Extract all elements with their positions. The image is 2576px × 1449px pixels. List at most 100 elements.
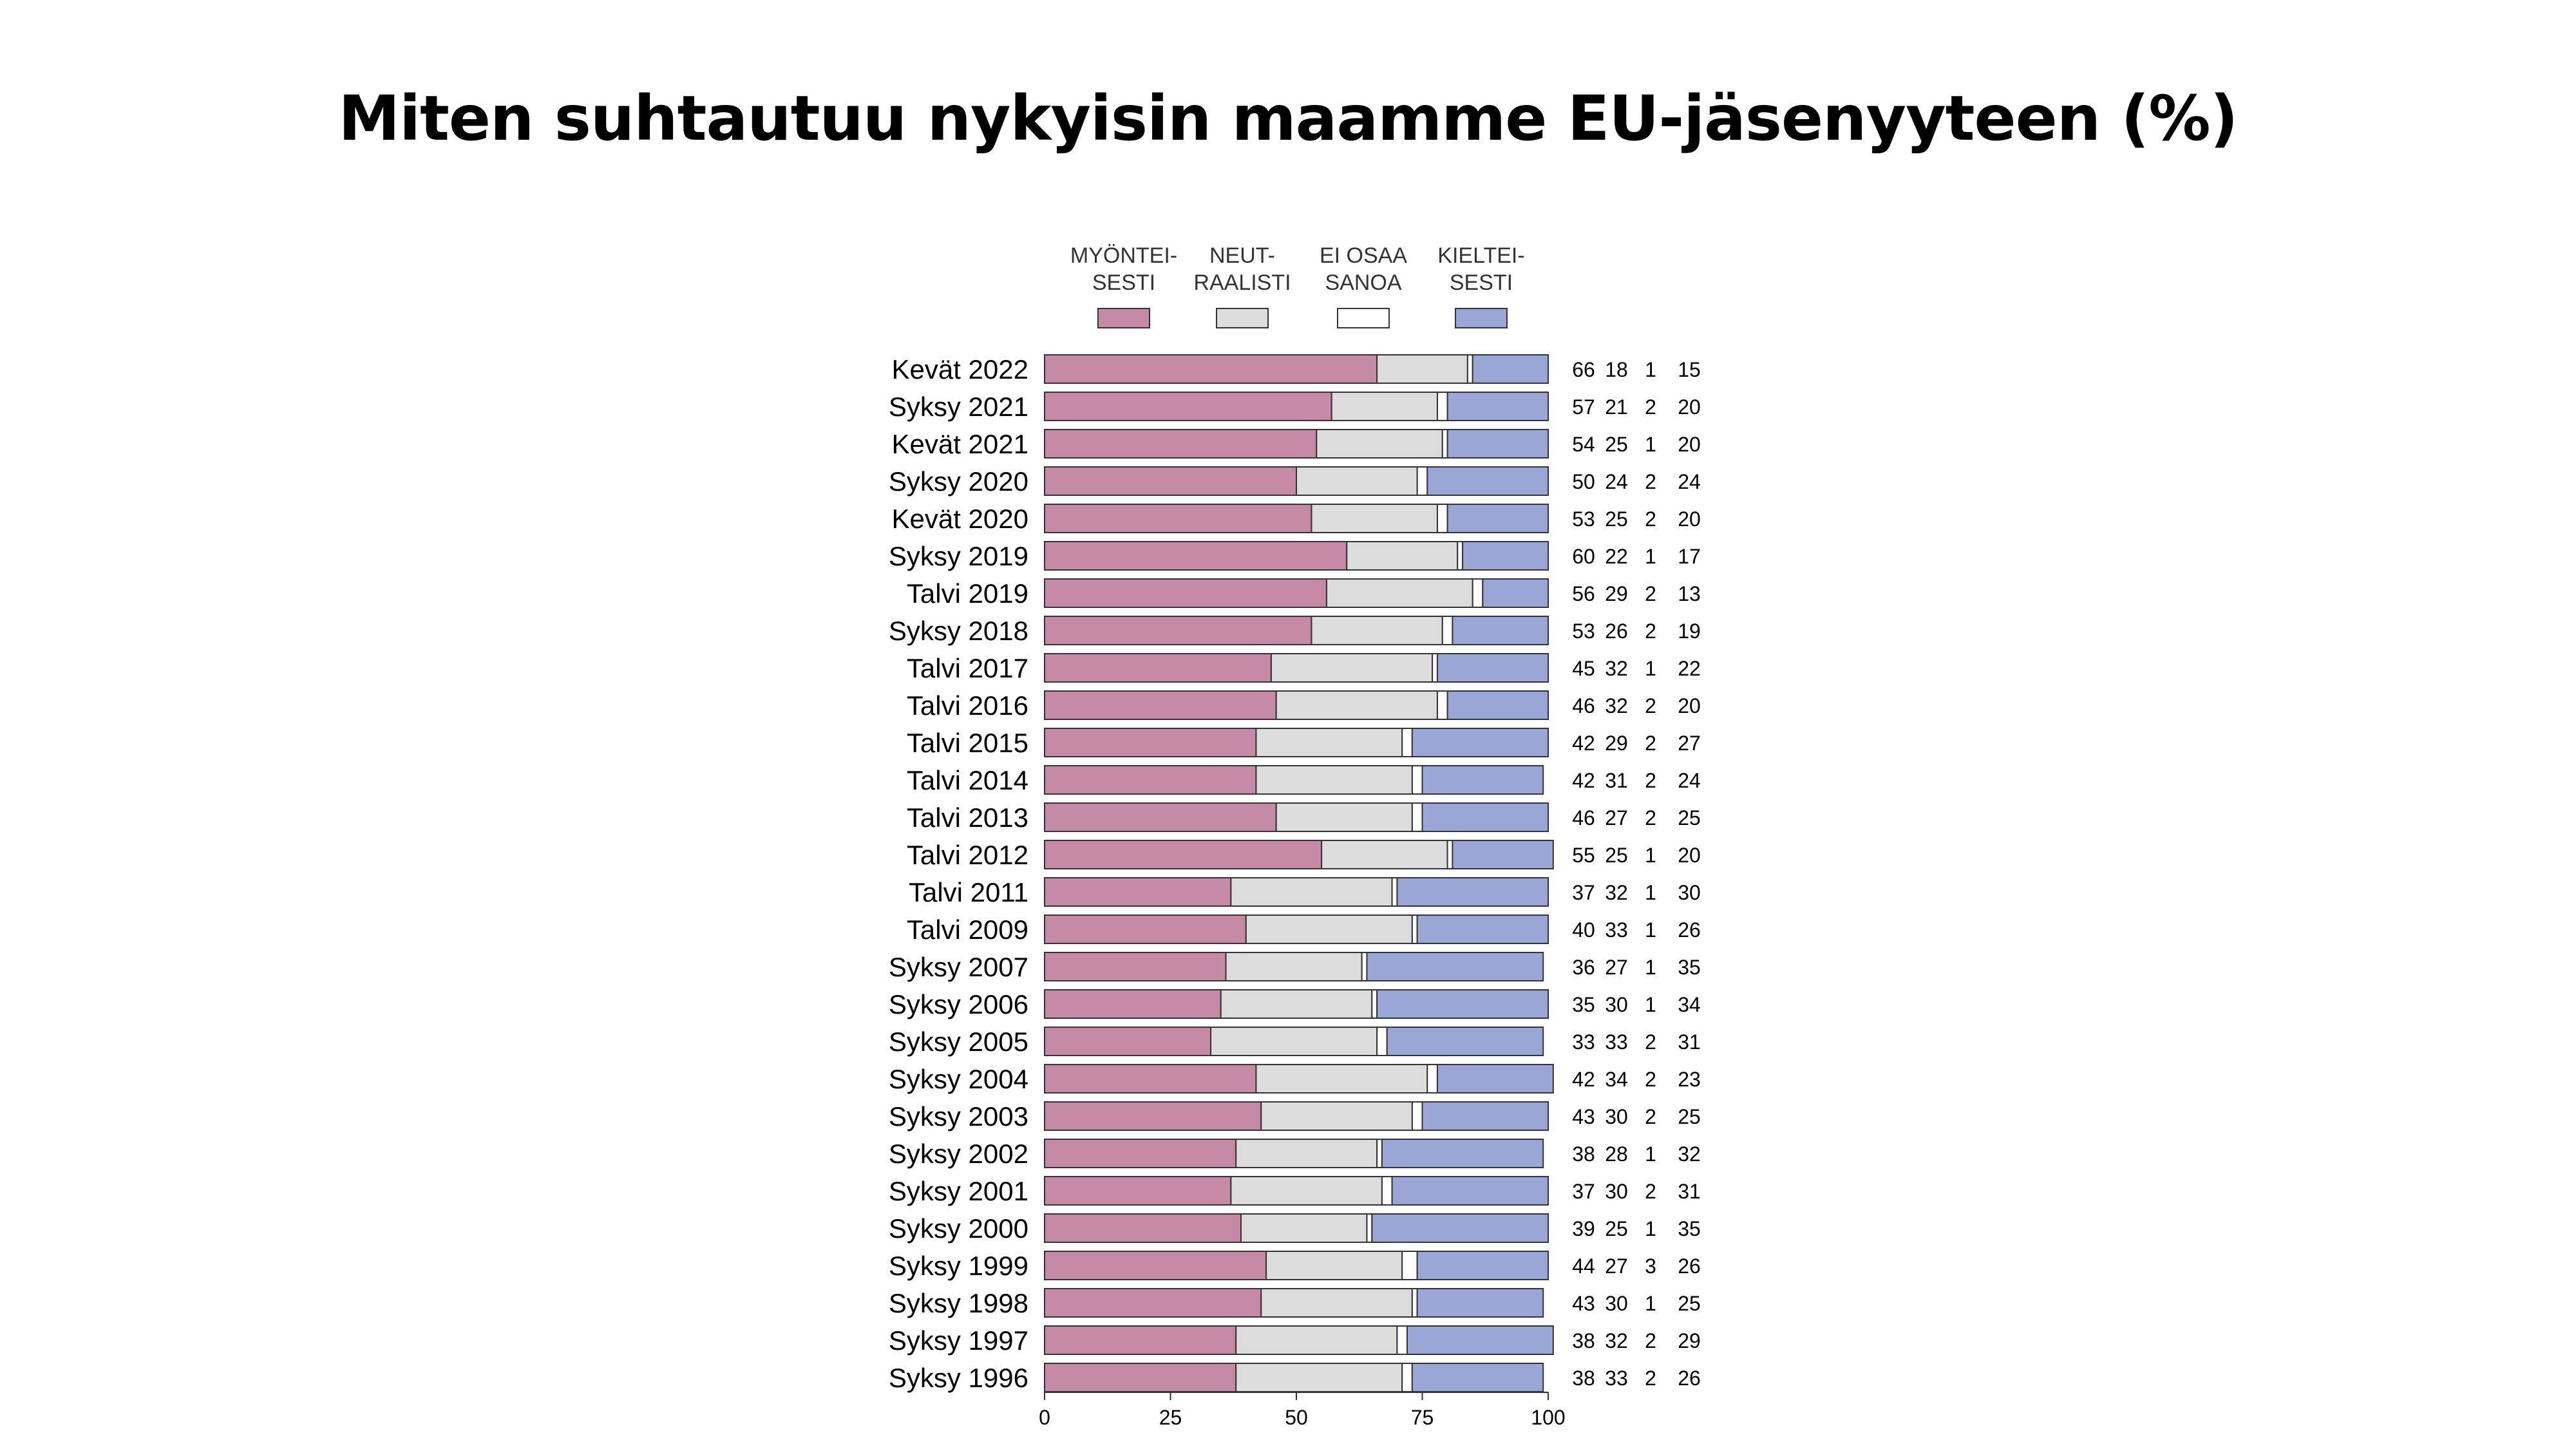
- value-label: 31: [1678, 1180, 1701, 1203]
- bar-segment: [1416, 1288, 1544, 1318]
- bar-segment: [1421, 765, 1544, 795]
- bar-segment: [1044, 354, 1378, 384]
- value-label: 2: [1645, 1180, 1656, 1203]
- value-label: 33: [1572, 1030, 1595, 1054]
- bar-segment: [1230, 877, 1393, 907]
- value-label: 33: [1605, 1030, 1628, 1054]
- value-label: 57: [1572, 395, 1595, 419]
- bar-segment: [1044, 1251, 1267, 1280]
- value-label: 37: [1572, 881, 1595, 904]
- bar-segment: [1381, 1176, 1393, 1206]
- bar-segment: [1446, 840, 1454, 869]
- bar-segment: [1230, 1176, 1383, 1206]
- value-label: 25: [1678, 806, 1701, 829]
- value-label: 26: [1678, 1255, 1701, 1278]
- bar-segment: [1361, 952, 1368, 981]
- legend-label: EI OSAA SANOA: [1320, 243, 1407, 295]
- bar-segment: [1446, 504, 1549, 533]
- category-label: Syksy 2021: [889, 392, 1028, 422]
- bar-segment: [1044, 1176, 1232, 1206]
- category-label: Syksy 1997: [889, 1325, 1028, 1356]
- bar-segment: [1321, 840, 1448, 869]
- chart-title: Miten suhtautuu nykyisin maamme EU-jäsen…: [338, 82, 2239, 155]
- value-label: 27: [1605, 1255, 1628, 1278]
- value-label: 33: [1605, 918, 1628, 942]
- value-label: 3: [1645, 1255, 1656, 1278]
- bar-segment: [1311, 504, 1438, 533]
- legend-swatch: [1097, 308, 1150, 328]
- value-label: 28: [1605, 1142, 1628, 1166]
- bar-segment: [1044, 541, 1348, 571]
- value-label: 2: [1645, 1367, 1656, 1390]
- bar-segment: [1044, 989, 1222, 1019]
- value-label: 30: [1605, 993, 1628, 1016]
- value-label: 53: [1572, 507, 1595, 531]
- bar-segment: [1376, 1027, 1388, 1056]
- value-label: 29: [1678, 1329, 1701, 1352]
- bar-segment: [1411, 728, 1549, 757]
- value-label: 2: [1645, 1068, 1656, 1091]
- bar-segment: [1044, 1288, 1262, 1318]
- value-label: 1: [1645, 956, 1656, 979]
- bar-segment: [1432, 653, 1438, 683]
- value-label: 25: [1605, 1217, 1628, 1240]
- value-label: 2: [1645, 620, 1656, 643]
- value-label: 2: [1645, 1105, 1656, 1128]
- value-label: 31: [1678, 1030, 1701, 1054]
- value-label: 1: [1645, 358, 1656, 381]
- category-label: Syksy 2019: [889, 541, 1028, 571]
- bar-segment: [1265, 1251, 1403, 1280]
- bar-segment: [1296, 466, 1418, 496]
- category-labels: Kevät 2022 Syksy 2021 Kevät 2021 Syksy 2020…: [889, 354, 1028, 1393]
- bar-segment: [1416, 466, 1428, 496]
- bar-segment: [1275, 690, 1438, 720]
- category-label: Syksy 2001: [889, 1176, 1028, 1206]
- value-label: 23: [1678, 1068, 1701, 1091]
- bar-segment: [1240, 1213, 1368, 1243]
- value-label: 1: [1645, 1292, 1656, 1315]
- value-label: 2: [1645, 507, 1656, 531]
- value-label: 54: [1572, 433, 1595, 456]
- value-label: 2: [1645, 732, 1656, 755]
- value-label: 2: [1645, 1329, 1656, 1352]
- bar-segment: [1411, 1101, 1423, 1131]
- category-label: Talvi 2017: [907, 653, 1028, 683]
- value-label: 35: [1572, 993, 1595, 1016]
- value-label: 42: [1572, 1068, 1595, 1091]
- bar-segment: [1426, 466, 1549, 496]
- bar-segment: [1436, 1064, 1554, 1094]
- bar-segment: [1044, 1363, 1237, 1392]
- value-label: 29: [1605, 582, 1628, 605]
- bar-segment: [1401, 1363, 1413, 1392]
- bar-segment: [1386, 1027, 1544, 1056]
- legend-label: MYÖNTEI-SESTI: [1070, 243, 1177, 295]
- value-label: 20: [1678, 507, 1701, 531]
- value-label: 24: [1678, 769, 1701, 792]
- value-label: 25: [1678, 1292, 1701, 1315]
- value-label: 42: [1572, 769, 1595, 792]
- bar-segment: [1371, 989, 1378, 1019]
- x-axis: 0 25 50 75 100: [1039, 1392, 1566, 1429]
- category-label: Talvi 2012: [907, 840, 1028, 870]
- value-label: 2: [1645, 1030, 1656, 1054]
- value-label: 26: [1678, 1367, 1701, 1390]
- value-label: 25: [1605, 507, 1628, 531]
- category-label: Syksy 2000: [889, 1213, 1028, 1244]
- value-label: 20: [1678, 844, 1701, 867]
- category-label: Syksy 2020: [889, 466, 1028, 497]
- bar-segment: [1391, 877, 1398, 907]
- value-label: 27: [1605, 806, 1628, 829]
- value-label: 60: [1572, 545, 1595, 568]
- bar-segment: [1255, 728, 1403, 757]
- x-tick-label: 100: [1531, 1406, 1565, 1429]
- value-label: 20: [1678, 433, 1701, 456]
- value-label: 27: [1678, 732, 1701, 755]
- bar-segment: [1441, 429, 1448, 459]
- value-label: 39: [1572, 1217, 1595, 1240]
- category-label: Syksy 2005: [889, 1027, 1028, 1057]
- value-label: 1: [1645, 657, 1656, 680]
- value-label: 38: [1572, 1329, 1595, 1352]
- value-label: 45: [1572, 657, 1595, 680]
- bar-segment: [1401, 1251, 1418, 1280]
- bar-segment: [1220, 989, 1373, 1019]
